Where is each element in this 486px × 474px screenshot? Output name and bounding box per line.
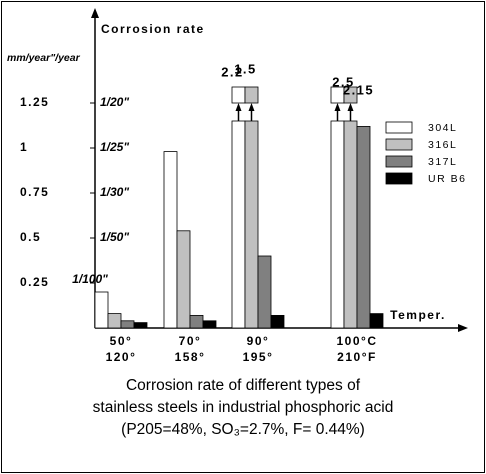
legend-label: UR B6: [428, 173, 466, 185]
y-tick-label-inch: 1/20": [100, 95, 129, 109]
chart-title: Corrosion rate: [101, 22, 205, 36]
bar: [133, 322, 148, 329]
caption: stainless steels in industrial phosphori…: [93, 399, 394, 416]
bar: [343, 120, 358, 329]
x-arrow: [458, 324, 468, 332]
x-tick-label: 195°: [243, 350, 274, 364]
y-tick-label: 0.5: [20, 230, 41, 244]
y-tick-label-inch: 1/25": [100, 140, 129, 154]
x-tick-label: 70°: [179, 334, 202, 348]
y-tick-label: 0.25: [20, 275, 49, 289]
bar: [369, 313, 384, 329]
break-arrow-head: [248, 103, 255, 111]
y-tick-label: 1.25: [20, 95, 49, 109]
x-tick-label: 120°: [106, 350, 137, 364]
x-tick-label: 50°: [110, 334, 133, 348]
bar: [356, 126, 371, 329]
x-tick-label: 210°F: [337, 350, 377, 364]
x-label: Temper.: [390, 308, 446, 322]
x-tick-label: 90°: [247, 334, 270, 348]
caption: Corrosion rate of different types of: [126, 377, 361, 394]
bar: [231, 120, 246, 329]
legend-label: 317L: [428, 156, 457, 168]
bar: [244, 120, 259, 329]
legend-swatch: [385, 138, 413, 151]
legend-label: 304L: [428, 122, 457, 134]
bar-cap: [231, 86, 246, 104]
legend-swatch: [385, 155, 413, 168]
bar: [94, 291, 109, 329]
y-tick-label-inch: 1/100": [72, 272, 108, 286]
legend-label: 316L: [428, 139, 457, 151]
bar: [189, 314, 204, 329]
caption: (P205=48%, SO₃=2.7%, F= 0.44%): [121, 421, 365, 438]
y-arrow: [91, 8, 99, 18]
bar: [176, 230, 191, 329]
value-label: 2.15: [343, 82, 374, 97]
y-tick-label-inch: 1/30": [100, 185, 129, 199]
bar: [270, 314, 285, 329]
value-label: 1.5: [234, 61, 257, 76]
y-tick-label: 0.75: [20, 185, 49, 199]
bar: [257, 255, 272, 329]
bar: [202, 320, 217, 329]
value-label: 2.5: [332, 74, 355, 89]
x-tick-label: 100°C: [337, 334, 378, 348]
bar: [163, 151, 178, 329]
legend-swatch: [385, 121, 413, 134]
bar: [107, 313, 122, 329]
legend-swatch: [385, 172, 413, 185]
break-arrow-head: [347, 103, 354, 111]
bar: [330, 120, 345, 329]
y-tick-label-inch: 1/50": [100, 230, 129, 244]
y-label: mm/year"/year: [7, 52, 81, 64]
bar: [120, 320, 135, 329]
x-tick-label: 158°: [175, 350, 206, 364]
break-arrow-head: [334, 103, 341, 111]
value-label: 2.2: [221, 64, 244, 79]
y-tick-label: 1: [20, 140, 28, 154]
bar-cap: [244, 86, 259, 104]
break-arrow-head: [235, 103, 242, 111]
